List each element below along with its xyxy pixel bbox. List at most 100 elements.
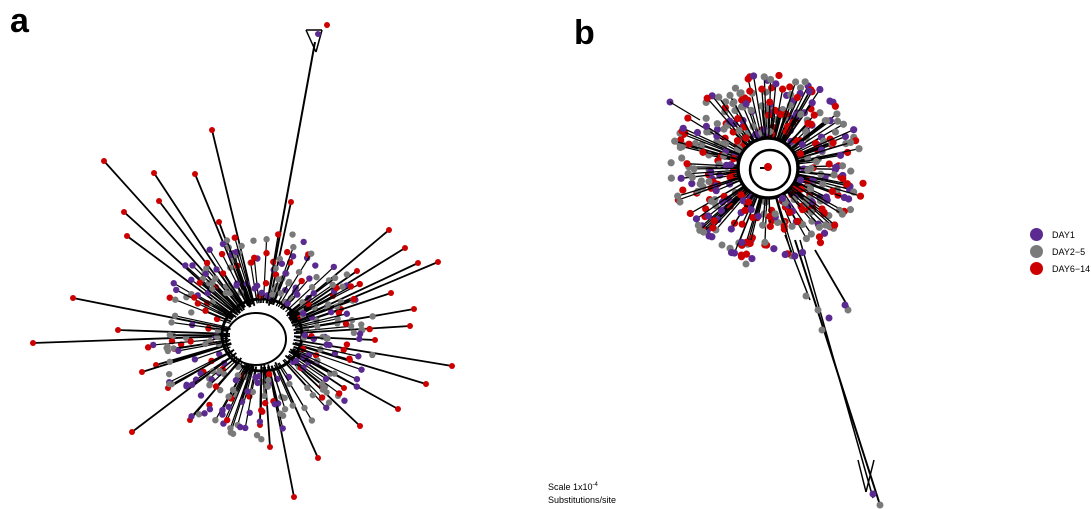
tree-tip [232, 377, 240, 384]
tree-tip [678, 142, 686, 151]
tree-tip [323, 404, 330, 411]
tree-branch [706, 97, 750, 146]
tree-branch [273, 364, 294, 406]
tree-branch [814, 249, 851, 311]
tree-tip [339, 283, 346, 290]
tree-branch [678, 177, 741, 201]
tree-branch [795, 178, 845, 199]
tree-tip [876, 501, 884, 509]
tree-tip [415, 260, 421, 266]
tree-branch [289, 290, 335, 318]
tree-tip [733, 136, 742, 145]
tree-branch [293, 325, 411, 335]
tree-branch [761, 89, 767, 139]
tree-tip [329, 281, 336, 289]
tree-tip [204, 289, 211, 297]
tree-tip [308, 250, 315, 257]
tree-branch [272, 262, 291, 306]
tree-branch [209, 249, 246, 308]
tree-tip [209, 286, 216, 293]
tree-branch [199, 282, 238, 314]
tree-tip [219, 240, 227, 248]
tree-tip [691, 140, 699, 148]
tree-branch [288, 284, 334, 316]
tree-branch [293, 316, 313, 324]
tree-tip [272, 265, 279, 272]
tree-tip [804, 166, 812, 174]
tree-branch [288, 350, 345, 389]
tree-panel-a [30, 22, 455, 500]
tree-branch [126, 235, 237, 318]
tree-tip [356, 280, 363, 288]
tree-branch [194, 173, 251, 308]
tree-backbone [736, 136, 800, 200]
tree-tip [206, 381, 213, 388]
tree-tip [819, 180, 827, 188]
tree-tip [203, 265, 210, 272]
tree-branch [287, 277, 336, 315]
tree-tip [225, 393, 232, 400]
tree-tip [269, 291, 276, 298]
tree-branch [205, 267, 242, 310]
tree-tip [285, 279, 292, 287]
tree-tip [449, 363, 455, 369]
tree-tip [279, 425, 286, 432]
scale-unit: Substitutions/site [548, 495, 617, 505]
tree-tip [298, 277, 305, 285]
tree-branch [197, 294, 235, 318]
tree-tip [170, 280, 177, 287]
tree-branch [799, 239, 874, 499]
tree-tip [30, 340, 36, 346]
tree-tip [737, 89, 745, 97]
tree-tip [188, 381, 196, 388]
tree-backbone [225, 312, 287, 366]
tree-branch [262, 366, 265, 396]
tree-tip [772, 80, 780, 88]
tree-tip [859, 179, 867, 187]
tree-branch [253, 257, 260, 304]
tree-tip [726, 91, 734, 99]
tree-tip [715, 93, 723, 101]
tree-tip [277, 410, 284, 417]
tree-branch [290, 351, 331, 375]
tree-tip [166, 380, 173, 388]
tree-tip [290, 243, 297, 251]
tree-tip [277, 290, 285, 297]
tree-branch [266, 234, 279, 304]
tree-branch [234, 364, 250, 394]
tree-tip [129, 429, 135, 435]
tree-branch [677, 176, 740, 197]
tree-tip [262, 280, 270, 287]
tree-tip [801, 127, 810, 135]
tree-tip [151, 170, 157, 176]
tree-tip [713, 125, 722, 134]
tree-tip [679, 186, 687, 194]
tree-tip [802, 292, 810, 300]
tree-tip [254, 379, 261, 387]
tree-tip [314, 323, 321, 330]
tree-tip [213, 266, 220, 273]
tree-tip [289, 402, 296, 409]
tree-branch [285, 266, 335, 313]
tree-branch [72, 297, 231, 331]
tree-branch [775, 196, 796, 257]
tree-tip [722, 161, 731, 169]
tree-branch [270, 365, 286, 410]
tree-tip [369, 313, 376, 320]
tree-tip [342, 320, 350, 327]
tree-tip [802, 235, 811, 243]
tree-tip [713, 120, 721, 128]
tree-branch [682, 145, 740, 162]
tree-tip [293, 357, 300, 365]
tree-tip [735, 126, 743, 135]
tree-tip [315, 455, 321, 461]
tree-tip [796, 150, 804, 158]
tree-tip [812, 158, 820, 166]
tree-tip [798, 206, 807, 214]
tree-tip [727, 225, 735, 233]
tree-branch [291, 349, 358, 380]
tree-tip [356, 330, 364, 338]
tree-tip [70, 295, 76, 301]
tree-branch [749, 197, 762, 244]
tree-tip [249, 388, 257, 396]
